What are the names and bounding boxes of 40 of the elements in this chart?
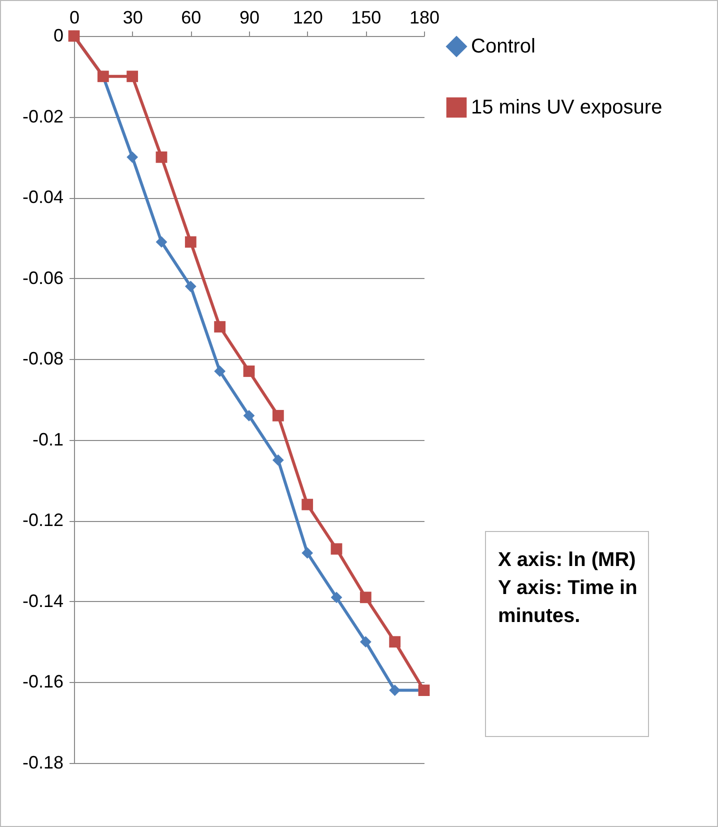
y-tick-label: -0.16 <box>22 672 64 692</box>
x-tick-label: 60 <box>181 8 202 28</box>
point <box>126 70 138 82</box>
y-tick-label: -0.08 <box>22 348 64 369</box>
point <box>389 636 401 648</box>
y-tick-label: 0 <box>53 26 64 46</box>
x-tick-label: 30 <box>122 8 143 28</box>
point <box>330 592 342 604</box>
legend-label: Control <box>471 36 536 58</box>
point <box>272 454 284 466</box>
x-tick-label: 120 <box>292 8 323 28</box>
point <box>302 498 314 510</box>
x-tick-label: 90 <box>239 8 260 28</box>
y-tick-label: -0.14 <box>22 590 64 611</box>
point <box>184 236 196 248</box>
point <box>243 410 255 422</box>
legend-label: 15 mins UV exposure <box>471 96 662 118</box>
point <box>156 151 168 163</box>
y-tick-label: -0.1 <box>32 429 64 450</box>
point <box>330 543 342 555</box>
y-tick-label: -0.06 <box>22 268 64 288</box>
point <box>360 592 372 604</box>
point <box>126 151 138 163</box>
point <box>214 321 226 332</box>
point <box>389 684 401 696</box>
y-tick-label: -0.12 <box>22 510 64 530</box>
point <box>214 366 226 377</box>
x-tick-label: 0 <box>69 8 80 28</box>
point <box>272 410 284 422</box>
point <box>156 236 168 248</box>
point <box>243 366 255 377</box>
x-tick-label: 180 <box>409 8 440 28</box>
y-tick-label: -0.18 <box>22 752 64 772</box>
y-tick-label: -0.02 <box>22 106 64 126</box>
point <box>360 636 372 648</box>
point <box>184 280 196 292</box>
text: X axis: ln (MR) Y axis: Time in minutes. <box>498 548 638 629</box>
x-tick-label: 150 <box>351 8 382 28</box>
y-tick-label: -0.04 <box>22 187 64 208</box>
point <box>302 547 314 559</box>
